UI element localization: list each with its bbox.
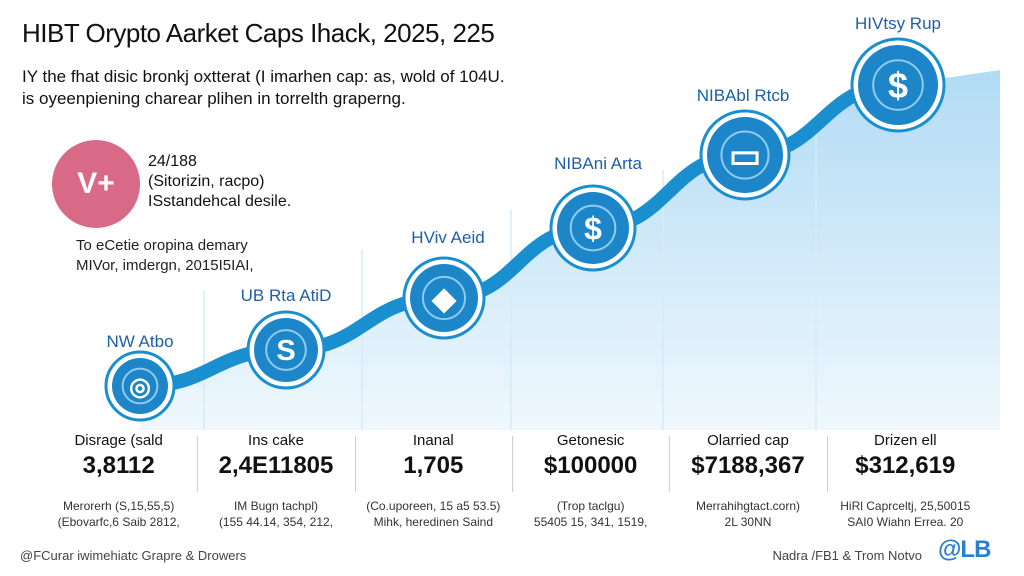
stage-label: NW Atbo [106,332,174,351]
badge-symbol: V+ [77,167,115,200]
stat-column: Drizen ell $312,619 HiRl Caprceltj, 25,500… [826,432,984,530]
stat-note: IM Bugn tachpl) (155 44.14, 354, 212, [197,498,354,530]
stat-note-line: (Trop taclgu) [556,499,625,513]
note-line: To eCetie oropina demary [76,237,248,254]
stage-node-inner [872,59,924,111]
stage-node-inner [265,329,307,371]
stage-node-inner [421,275,467,321]
stat-column: Getonesic $100000 (Trop taclgu) 55405 15, 3… [511,432,669,530]
badge-text: 24/188 (Sitorizin, racpo) ISstandehcal d… [148,152,291,212]
badge-line: ISstandehcal desile. [148,193,292,210]
card-icon: ▭ [729,137,761,175]
stage-label: UB Rta AtiD [240,286,332,305]
stat-note-line: 2L 30NN [724,515,772,529]
stage-node-inner [720,130,770,180]
subtitle-line: IY the fhat disic bronkj oxtterat (I ima… [22,67,505,86]
stat-value: $100000 [543,452,638,479]
stat-label: Olarried cap [707,432,789,449]
stat-label: Drizen ell [874,432,937,449]
stat-note-line: Merrahihgtact.corn) [695,499,800,513]
side-note: To eCetie oropina demary MIVor, imdergn,… [76,236,254,276]
stat-column: Disrage (sald 3,8112 Merorerh (S,15,55,5) (… [40,432,197,530]
stage-node-inner [569,204,617,252]
stat-note-line: 55405 15, 341, 1519, [533,515,648,529]
stage-node [557,192,629,264]
stat-value: $7188,367 [691,452,805,479]
dollar-icon: $ [888,65,908,106]
stage-node [112,358,168,414]
stat-note: Merrahihgtact.corn) 2L 30NN [669,498,826,530]
stat-value: $312,619 [855,452,956,479]
stat-column: Ins cake 2,4E11805 IM Bugn tachpl) (155 44.… [197,432,354,530]
s-coin-icon: S [276,335,295,367]
stat-note-line: (Co.uporeen, 15 a5 53.5) [366,499,501,513]
chart-title: HIBT Orypto Aarket Caps Ihack, 2025, 225 [22,18,495,48]
stat-note-line: Merorerh (S,15,55,5) [62,499,175,513]
badge-line: (Sitorizin, racpo) [148,173,265,190]
stage-node [410,264,478,332]
stat-note: (Co.uporeen, 15 a5 53.5) Mihk, heredinen … [355,498,512,530]
stat-column: Olarried cap $7188,367 Merrahihgtact.corn)… [669,432,826,530]
stage-label: NIBAbl Rtcb [696,86,790,105]
stat-note-line: (Ebovarfc,6 Saib 2812, [57,515,180,529]
note-line: MIVor, imdergn, 2015I5IAI, [76,257,254,274]
stat-value: 2,4E11805 [218,452,334,479]
stat-note: (Trop taclgu) 55405 15, 341, 1519, [512,498,669,530]
stat-note: HiRl Caprceltj, 25,50015 SAI0 Wiahn Errea… [827,498,984,530]
footer-source: Nadra /FB1 & Trom Notvo [772,548,922,563]
chevron-gem-icon: ◆ [431,281,457,316]
stat-note-line: IM Bugn tachpl) [233,499,319,513]
footer-credit: @FCurar iwimehiatc Grapre & Drowers [20,548,247,563]
stat-value: 1,705 [403,452,464,479]
stage-label: HIVtsy Rup [855,14,941,33]
stat-value: 3,8112 [82,452,155,479]
stat-note-line: Mihk, heredinen Saind [373,515,494,529]
stat-label: Inanal [412,432,454,449]
stats-row: Disrage (sald 3,8112 Merorerh (S,15,55,5) (… [40,432,984,530]
stat-label: Ins cake [248,432,304,449]
stage-node [707,117,783,193]
stat-note: Merorerh (S,15,55,5) (Ebovarfc,6 Saib 281… [40,498,197,530]
stat-note-line: (155 44.14, 354, 212, [218,515,334,529]
stat-note-line: HiRl Caprceltj, 25,50015 [840,499,971,513]
stage-node [254,318,318,382]
stage-node [858,45,938,125]
stage-label: NIBAni Arta [554,154,642,173]
dollar-icon: $ [584,211,602,247]
subtitle-line: is oyeenpiening charear plihen in torrel… [22,89,406,108]
stage-label: HViv Aeid [411,228,485,247]
brand-logo: @LB [938,536,991,563]
stage-node-inner [121,367,159,405]
stat-label: Disrage (sald [74,432,163,449]
stat-label: Getonesic [556,432,625,449]
badge-line: 24/188 [148,153,197,170]
coin-icon: ◎ [129,373,151,401]
chart-subtitle: IY the fhat disic bronkj oxtterat (I ima… [22,66,582,110]
badge-circle: V+ [52,140,140,228]
stat-column: Inanal 1,705 (Co.uporeen, 15 a5 53.5) Mihk,… [354,432,512,530]
stat-note-line: SAI0 Wiahn Errea. 20 [847,515,964,529]
